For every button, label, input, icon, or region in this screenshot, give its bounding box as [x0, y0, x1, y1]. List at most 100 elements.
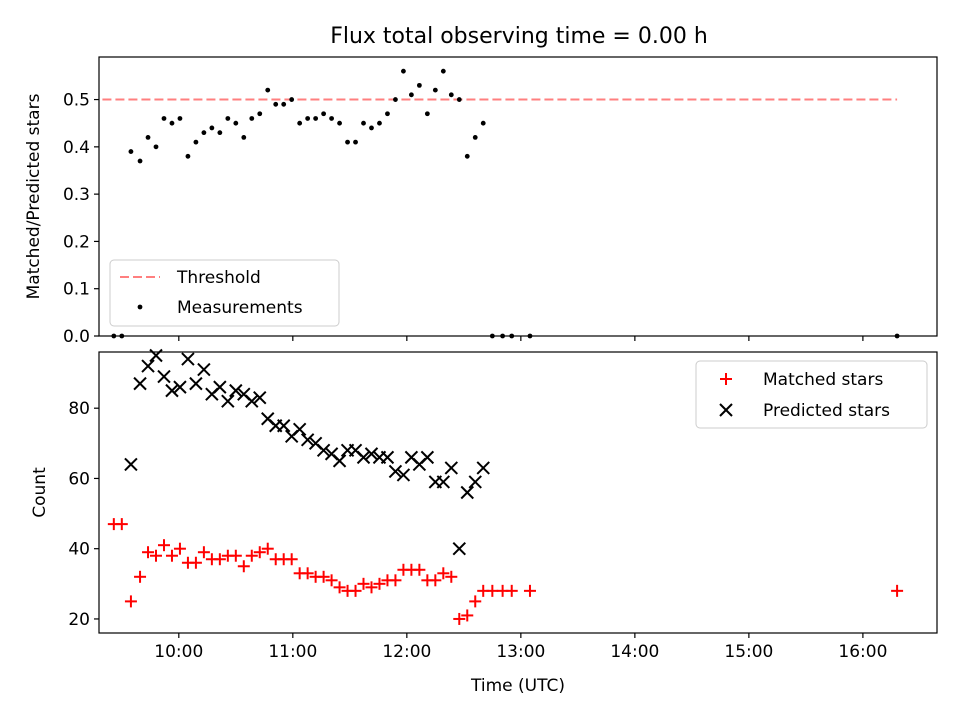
plot-layer: 0.0 0.1 0.2 0.3 0.4 0.5 Matched/Predicted star…	[24, 56, 938, 696]
measurement-point	[321, 111, 327, 117]
measurement-point	[137, 158, 143, 164]
legend-measurements-label: Measurements	[177, 298, 303, 318]
measurement-point	[153, 144, 159, 150]
bottom-legend-box	[695, 360, 928, 429]
predicted-point	[173, 380, 187, 394]
predicted-point-b	[292, 422, 307, 436]
matched-point	[245, 549, 258, 562]
matched-point	[115, 518, 128, 531]
predicted-point-b	[332, 454, 347, 468]
measurement-point	[385, 111, 390, 117]
predicted-point	[364, 447, 379, 461]
predicted-point-b	[404, 450, 419, 465]
predicted-point	[476, 461, 490, 475]
matched-point	[253, 546, 266, 559]
measurement-point	[424, 111, 430, 117]
matched-point	[261, 542, 274, 555]
measurement-point	[305, 116, 311, 121]
x-tick-label: 14:00	[610, 642, 659, 662]
predicted-point-b	[141, 359, 155, 373]
predicted-point-b	[356, 450, 371, 465]
predicted-point-b	[468, 475, 482, 489]
y-tick-label: 60	[68, 469, 90, 489]
predicted-point	[197, 362, 211, 377]
measurement-point	[201, 130, 207, 136]
predicted-point-b	[124, 457, 138, 472]
matched-point	[505, 584, 518, 597]
measurement-point	[289, 97, 295, 102]
measurement-point	[249, 116, 255, 121]
measurement-point	[217, 130, 223, 136]
matched-point	[357, 577, 370, 590]
top-y-axis-label: Matched/Predicted stars	[24, 93, 44, 299]
predicted-point-b	[308, 436, 323, 451]
matched-point	[413, 563, 426, 576]
predicted-point-b	[181, 352, 195, 366]
predicted-point-b	[444, 461, 459, 475]
top-legend-box	[109, 259, 340, 327]
measurement-point	[128, 149, 134, 154]
matched-point	[891, 584, 904, 597]
y-tick-label: 20	[68, 610, 90, 630]
matched-point	[301, 567, 314, 580]
measurement-point	[472, 134, 478, 140]
predicted-point-b	[420, 450, 435, 465]
predicted-point	[221, 394, 235, 408]
measurement-point	[448, 92, 454, 98]
predicted-point	[165, 383, 179, 398]
predicted-point	[388, 464, 403, 479]
matched-point	[317, 570, 330, 583]
y-tick-label: 40	[68, 540, 90, 560]
predicted-point	[444, 461, 459, 475]
legend-measurements-swatch	[137, 304, 143, 310]
measurement-point	[369, 125, 374, 131]
measurement-point	[345, 139, 350, 145]
top-plot-frame	[98, 56, 938, 337]
measurement-point	[337, 120, 342, 126]
matched-point	[349, 584, 362, 597]
predicted-point	[133, 376, 147, 391]
predicted-point	[141, 359, 155, 373]
predicted-point	[245, 394, 259, 408]
x-tick-label: 10:00	[154, 642, 203, 662]
matched-point	[523, 584, 536, 597]
measurement-point	[169, 120, 175, 126]
predicted-point-b	[197, 362, 211, 377]
measurement-point	[241, 134, 247, 140]
matched-point	[389, 574, 402, 587]
predicted-point-b	[276, 419, 291, 433]
predicted-point-b	[452, 541, 466, 556]
predicted-point-b	[316, 443, 331, 458]
predicted-point	[157, 369, 171, 384]
matched-point	[333, 581, 346, 594]
measurement-point	[257, 111, 263, 117]
predicted-point-b	[300, 433, 315, 447]
matched-point	[437, 567, 450, 580]
predicted-point-b	[213, 380, 227, 394]
measurement-point	[297, 120, 303, 126]
matched-point	[325, 574, 338, 587]
measurement-point	[225, 116, 231, 121]
matched-point	[157, 539, 170, 552]
measurement-point	[145, 134, 151, 140]
measurement-point	[281, 101, 287, 107]
measurement-point	[432, 87, 438, 93]
x-tick-label: 13:00	[496, 642, 545, 662]
predicted-point	[380, 450, 395, 465]
legend-predicted-swatch	[719, 403, 733, 417]
predicted-point-b	[253, 390, 267, 405]
legend-matched-label: Matched stars	[763, 370, 883, 390]
measurement-point	[329, 116, 334, 121]
measurement-point	[440, 68, 446, 74]
predicted-point	[316, 443, 331, 458]
measurement-point	[193, 139, 199, 145]
measurement-point	[456, 97, 462, 102]
predicted-point	[292, 422, 307, 436]
legend-threshold-label: Threshold	[176, 268, 261, 288]
chart-title: Flux total observing time = 0.00 h	[330, 24, 708, 49]
measurement-point	[265, 87, 271, 93]
legend-predicted-label: Predicted stars	[763, 401, 890, 421]
measurement-point	[401, 68, 406, 74]
predicted-point-b	[245, 394, 259, 408]
matched-point	[365, 581, 378, 594]
